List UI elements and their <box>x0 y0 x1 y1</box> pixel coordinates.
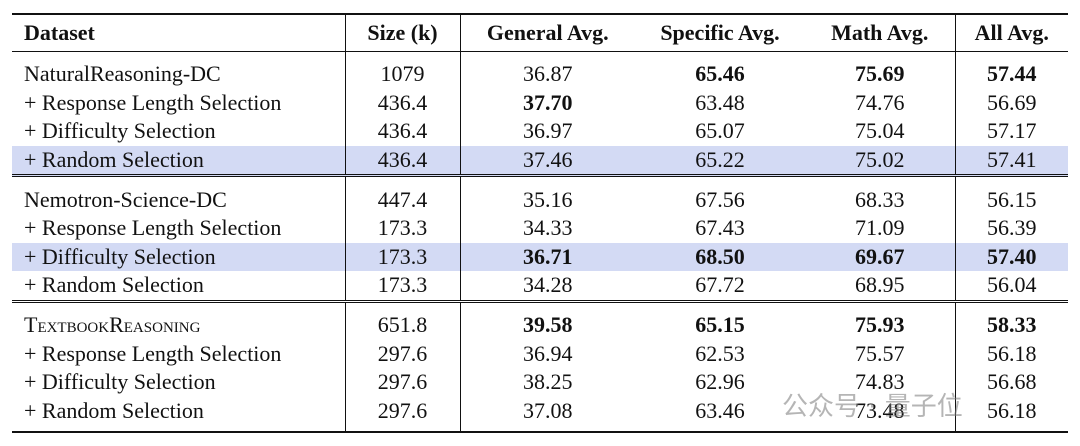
table-header: Dataset Size (k) General Avg. Specific Avg.… <box>12 14 1068 52</box>
cell-value: 57.17 <box>987 118 1037 144</box>
table-row: + Random Selection 297.6 37.08 63.46 73.48 56… <box>12 396 1068 433</box>
cell-value: 62.96 <box>695 369 745 395</box>
cell-value: 56.18 <box>987 340 1037 366</box>
table-row: + Difficulty Selection 436.4 36.97 65.07 75.… <box>12 117 1068 146</box>
cell-value: 56.68 <box>987 369 1037 395</box>
column-header: Size (k) <box>345 14 461 52</box>
column-header: Specific Avg. <box>660 20 780 45</box>
table-row: + Difficulty Selection 173.3 36.71 68.50 69.… <box>12 242 1068 272</box>
cell-value: 67.72 <box>695 272 745 298</box>
cell-value: 62.53 <box>695 340 745 366</box>
column-header: Math Avg. <box>805 14 956 52</box>
dataset-name: NaturalReasoning-DC <box>12 51 346 89</box>
cell-value: 651.8 <box>345 301 461 340</box>
row-group: NaturalReasoning-DC 1079 36.87 65.46 75.69 57… <box>12 51 1068 176</box>
dataset-name: + Difficulty Selection <box>12 367 346 397</box>
cell-value: 297.6 <box>345 367 461 397</box>
cell-value: 36.97 <box>523 118 573 144</box>
dataset-name: + Response Length Selection <box>12 88 346 118</box>
cell-value: 34.33 <box>523 215 573 241</box>
cell-value: 37.08 <box>523 397 573 423</box>
cell-value: 65.22 <box>635 145 805 176</box>
results-table: Dataset Size (k) General Avg. Specific Avg.… <box>12 13 1068 433</box>
cell-value: 65.07 <box>695 118 745 144</box>
cell-value: 1079 <box>345 51 461 89</box>
cell-value: 74.83 <box>805 367 956 397</box>
cell-value: 56.18 <box>987 397 1037 423</box>
cell-value: 68.95 <box>805 271 956 302</box>
cell-value: 56.15 <box>987 186 1037 212</box>
cell-value: 57.44 <box>987 61 1037 87</box>
cell-value: 173.3 <box>345 271 461 302</box>
cell-value: 36.87 <box>523 61 573 87</box>
cell-value: 75.69 <box>805 51 956 89</box>
column-header: General Avg. <box>486 20 609 45</box>
cell-value: 57.40 <box>955 242 1068 272</box>
table-row: + Difficulty Selection 297.6 38.25 62.96 74.… <box>12 367 1068 397</box>
cell-value: 75.57 <box>805 339 956 368</box>
table-row: + Random Selection 173.3 34.28 67.72 68.95 56… <box>12 271 1068 302</box>
table-row: Nemotron-Science-DC 447.4 35.16 67.56 68.33 5… <box>12 175 1068 214</box>
cell-value: 58.33 <box>987 312 1037 338</box>
cell-value: 37.46 <box>460 145 635 176</box>
table-row: NaturalReasoning-DC 1079 36.87 65.46 75.69 57… <box>12 51 1068 89</box>
table-row: + Response Length Selection 436.4 37.70 63.… <box>12 88 1068 118</box>
dataset-name: + Difficulty Selection <box>12 117 346 146</box>
dataset-name: + Random Selection <box>12 396 346 433</box>
dataset-name: + Difficulty Selection <box>12 242 346 272</box>
cell-value: 173.3 <box>345 242 461 272</box>
cell-value: 447.4 <box>345 175 461 214</box>
cell-value: 75.93 <box>805 301 956 340</box>
cell-value: 75.04 <box>805 117 956 146</box>
cell-value: 34.28 <box>523 272 573 298</box>
cell-value: 436.4 <box>345 145 461 176</box>
cell-value: 63.48 <box>695 89 745 115</box>
cell-value: 65.46 <box>695 61 745 87</box>
cell-value: 36.94 <box>523 340 573 366</box>
dataset-name: + Random Selection <box>12 145 346 176</box>
column-header: All Avg. <box>974 20 1049 45</box>
dataset-name: + Response Length Selection <box>12 339 346 368</box>
column-header: Dataset <box>12 14 346 52</box>
row-group: Nemotron-Science-DC 447.4 35.16 67.56 68.33 5… <box>12 175 1068 302</box>
cell-value: 57.41 <box>955 145 1068 176</box>
cell-value: 38.25 <box>523 369 573 395</box>
cell-value: 36.71 <box>460 242 635 272</box>
cell-value: 436.4 <box>345 88 461 118</box>
table-row: + Response Length Selection 297.6 36.94 62.… <box>12 339 1068 368</box>
cell-value: 436.4 <box>345 117 461 146</box>
cell-value: 63.46 <box>695 397 745 423</box>
dataset-name: + Response Length Selection <box>12 213 346 243</box>
cell-value: 67.56 <box>695 186 745 212</box>
cell-value: 35.16 <box>523 186 573 212</box>
dataset-name: Nemotron-Science-DC <box>12 175 346 214</box>
cell-value: 65.15 <box>695 312 745 338</box>
cell-value: 56.39 <box>987 215 1037 241</box>
dataset-name: TextbookReasoning <box>12 301 346 340</box>
table-row: + Random Selection 436.4 37.46 65.22 75.02 57… <box>12 145 1068 176</box>
watermark: 公众号 · 量子位 <box>782 392 963 422</box>
cell-value: 74.76 <box>805 88 956 118</box>
cell-value: 68.50 <box>635 242 805 272</box>
cell-value: 173.3 <box>345 213 461 243</box>
table-row: + Response Length Selection 173.3 34.33 67.… <box>12 213 1068 243</box>
cell-value: 37.70 <box>523 89 573 115</box>
cell-value: 71.09 <box>805 213 956 243</box>
dataset-name: + Random Selection <box>12 271 346 302</box>
cell-value: 73.48 <box>805 396 956 433</box>
cell-value: 297.6 <box>345 339 461 368</box>
cell-value: 39.58 <box>523 312 573 338</box>
cell-value: 297.6 <box>345 396 461 433</box>
cell-value: 56.69 <box>987 89 1037 115</box>
cell-value: 75.02 <box>805 145 956 176</box>
cell-value: 69.67 <box>805 242 956 272</box>
table-row: TextbookReasoning 651.8 39.58 65.15 75.93 58.… <box>12 301 1068 340</box>
row-group: TextbookReasoning 651.8 39.58 65.15 75.93 58.… <box>12 301 1068 433</box>
cell-value: 68.33 <box>805 175 956 214</box>
cell-value: 67.43 <box>695 215 745 241</box>
cell-value: 56.04 <box>987 272 1037 298</box>
